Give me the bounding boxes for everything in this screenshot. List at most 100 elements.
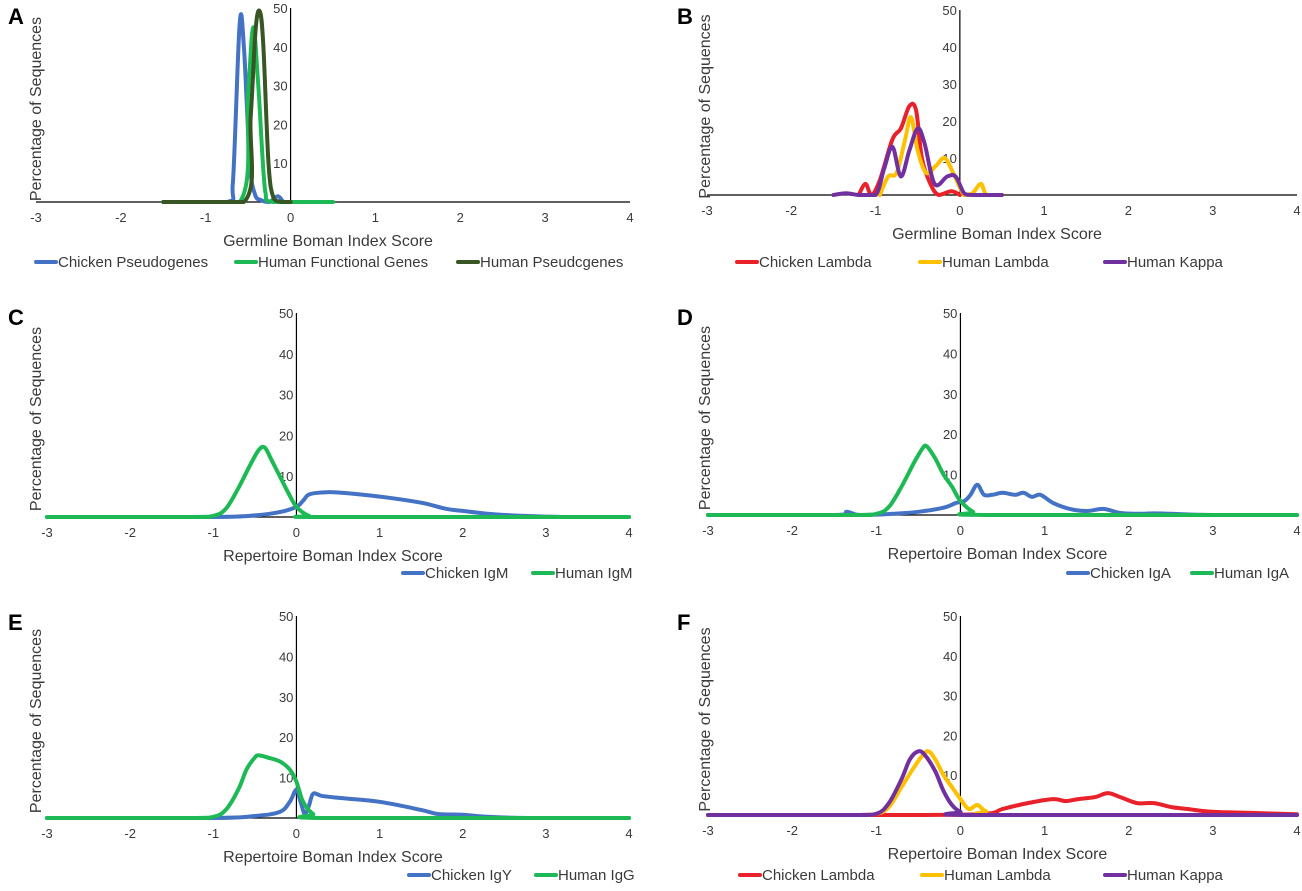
panel-e-xtick-label: 4 (625, 826, 632, 841)
panel-d-xtick-label: 0 (957, 523, 964, 538)
panel-e-xtick-label: 2 (459, 826, 466, 841)
panel-f-letter: F (677, 610, 690, 635)
panel-c-series-human-igm (45, 444, 631, 520)
panel-f-series-chicken-lambda (706, 791, 1299, 818)
panel-a-xtick-label: 4 (626, 210, 633, 225)
panel-c-ytick-label: 20 (279, 428, 293, 443)
panel-a-series-human-pseudcgenes (161, 8, 293, 205)
panel-b-xtick-label: -3 (701, 203, 713, 218)
panel-a-xtick-label: -3 (30, 210, 42, 225)
panel-c-ytick-label: 30 (279, 388, 293, 403)
panel-e-xtick-label: -3 (41, 826, 53, 841)
panel-c-xtick-label: -1 (208, 525, 220, 540)
panel-e-xtick-label: 0 (293, 826, 300, 841)
panel-d-ylabel: Percentage of Sequences (697, 326, 714, 510)
panel-a-legend-label-human-functional-genes: Human Functional Genes (258, 254, 428, 271)
panel-f-ytick-label: 30 (943, 689, 957, 704)
panel-c-xtick-label: -2 (124, 525, 136, 540)
panel-a-letter: A (8, 4, 24, 29)
panel-a-xtick-label: 3 (542, 210, 549, 225)
panel-d-ytick-label: 20 (943, 427, 957, 442)
panel-c-xtick-label: 4 (625, 525, 632, 540)
panel-f-xtick-label: 4 (1293, 823, 1300, 838)
panel-f-legend-label-human-kappa: Human Kappa (1127, 867, 1224, 884)
panel-f-xtick-label: 2 (1125, 823, 1132, 838)
panel-d-xtick-label: -1 (871, 523, 883, 538)
panel-d-letter: D (677, 305, 693, 330)
panel-a-ytick-label: 30 (273, 79, 287, 94)
panel-f-legend-label-human-lambda: Human Lambda (944, 867, 1051, 884)
panel-b-xtick-label: 1 (1041, 203, 1048, 218)
panel-c-series-chicken-igm (45, 490, 631, 520)
panel-e-legend-label-human-igg: Human IgG (558, 867, 635, 884)
panel-e-legend-label-chicken-igy: Chicken IgY (431, 867, 512, 884)
panel-d-xtick-label: -3 (702, 523, 714, 538)
panel-a-xtick-label: -2 (115, 210, 127, 225)
panel-b-ytick-label: 50 (942, 3, 956, 18)
panel-f-ylabel: Percentage of Sequences (697, 627, 714, 811)
panel-d-series-chicken-iga (706, 482, 1299, 518)
panel-b-xtick-label: 2 (1125, 203, 1132, 218)
panel-f-series-human-lambda (706, 749, 1299, 818)
panel-a-xtick-label: -1 (200, 210, 212, 225)
panel-e-series-human-igg (45, 753, 631, 821)
panel-f-xtick-label: -1 (871, 823, 883, 838)
panel-e-xtick-label: -1 (208, 826, 220, 841)
panel-c-ylabel: Percentage of Sequences (28, 327, 45, 511)
panel-e-xlabel: Repertoire Boman Index Score (223, 849, 443, 866)
panel-d-ytick-label: 40 (943, 346, 957, 361)
panel-f-ytick-label: 50 (943, 609, 957, 624)
panel-e-ytick-label: 20 (279, 730, 293, 745)
panel-d-series-human-iga (706, 443, 1299, 518)
panel-d-ytick-label: 30 (943, 387, 957, 402)
panel-b-legend-label-chicken-lambda: Chicken Lambda (759, 254, 872, 271)
panel-e-ylabel: Percentage of Sequences (28, 629, 45, 813)
panel-c-xtick-label: -3 (41, 525, 53, 540)
panel-b-xtick-label: -1 (870, 203, 882, 218)
panel-a-ytick-label: 40 (273, 40, 287, 55)
panel-f-xtick-label: -3 (702, 823, 714, 838)
panel-d-xtick-label: 1 (1041, 523, 1048, 538)
panel-b-legend-label-human-lambda: Human Lambda (942, 254, 1049, 271)
panel-a-xtick-label: 1 (372, 210, 379, 225)
panel-b-xtick-label: 3 (1209, 203, 1216, 218)
panel-c-ytick-label: 40 (279, 347, 293, 362)
panel-e-xtick-label: 3 (542, 826, 549, 841)
panel-b-xlabel: Germline Boman Index Score (892, 226, 1102, 243)
panel-e-ytick-label: 40 (279, 649, 293, 664)
panel-e-ytick-label: 50 (279, 609, 293, 624)
panel-e-ytick-label: 10 (279, 771, 293, 786)
panel-b-xtick-label: -2 (786, 203, 798, 218)
panel-d-legend-label-human-iga: Human IgA (1214, 565, 1289, 582)
panel-d-xlabel: Repertoire Boman Index Score (888, 546, 1108, 563)
panel-f-xtick-label: -2 (786, 823, 798, 838)
panel-f-xtick-label: 1 (1041, 823, 1048, 838)
panel-a-series-human-functional-genes (161, 25, 335, 205)
panel-a-series-chicken-pseudogenes (161, 12, 293, 204)
panel-a-ytick-label: 20 (273, 117, 287, 132)
panel-f-xtick-label: 0 (957, 823, 964, 838)
panel-b-xtick-label: 0 (956, 203, 963, 218)
panel-f-xlabel: Repertoire Boman Index Score (888, 846, 1108, 863)
panel-a-xtick-label: 2 (457, 210, 464, 225)
panel-c-xtick-label: 0 (293, 525, 300, 540)
panel-b-ytick-label: 30 (942, 77, 956, 92)
panel-e-xtick-label: -2 (124, 826, 136, 841)
panel-a-ylabel: Percentage of Sequences (28, 17, 45, 201)
panel-c-xlabel: Repertoire Boman Index Score (223, 548, 443, 565)
panel-d-legend-label-chicken-iga: Chicken IgA (1090, 565, 1171, 582)
panel-d-xtick-label: 2 (1125, 523, 1132, 538)
panel-a-xlabel: Germline Boman Index Score (223, 233, 433, 250)
panel-b-letter: B (677, 4, 693, 29)
panel-a-ytick-label: 10 (273, 156, 287, 171)
panel-c-xtick-label: 3 (542, 525, 549, 540)
panel-c-legend-label-chicken-igm: Chicken IgM (425, 565, 508, 582)
panel-e-letter: E (8, 610, 23, 635)
panel-c-letter: C (8, 305, 24, 330)
panel-a-legend-label-human-pseudcgenes: Human Pseudcgenes (480, 254, 623, 271)
panel-f-series-human-kappa (706, 749, 1299, 818)
panel-b-legend-label-human-kappa: Human Kappa (1127, 254, 1224, 271)
panel-c-xtick-label: 2 (459, 525, 466, 540)
panel-b-xtick-label: 4 (1293, 203, 1300, 218)
panel-b-series-human-kappa (831, 126, 1004, 197)
